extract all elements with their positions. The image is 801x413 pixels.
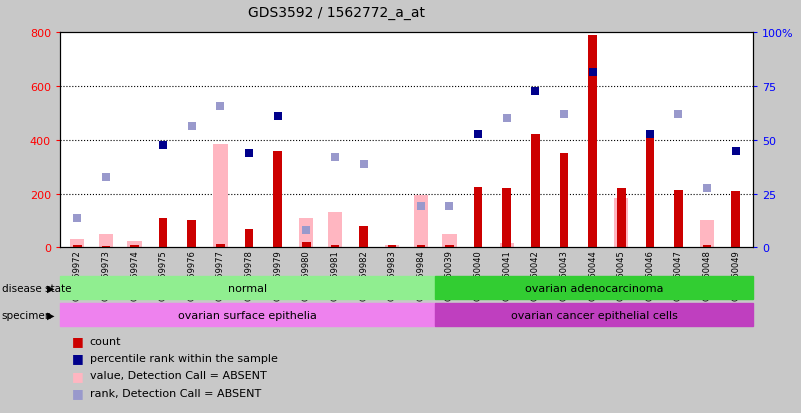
Bar [502, 189, 511, 248]
Bar [700, 221, 714, 248]
Bar [245, 229, 253, 248]
Text: normal: normal [228, 283, 268, 293]
Bar [436, 304, 753, 326]
Bar [60, 277, 436, 299]
Text: ovarian surface epithelia: ovarian surface epithelia [179, 310, 317, 320]
Bar [360, 226, 368, 248]
Text: ■: ■ [72, 351, 84, 365]
Bar [99, 234, 113, 248]
Bar [328, 213, 342, 248]
Bar [436, 277, 753, 299]
Text: specimen: specimen [2, 310, 52, 320]
Text: ▶: ▶ [47, 310, 54, 320]
Text: percentile rank within the sample: percentile rank within the sample [90, 353, 278, 363]
Text: ■: ■ [72, 334, 84, 347]
Bar [187, 221, 196, 248]
Bar [216, 244, 225, 248]
Bar [299, 218, 313, 248]
Bar [413, 195, 428, 248]
Bar [442, 234, 457, 248]
Bar [473, 188, 482, 248]
Bar [500, 243, 514, 248]
Bar [388, 245, 396, 248]
Bar [73, 245, 82, 248]
Text: value, Detection Call = ABSENT: value, Detection Call = ABSENT [90, 370, 267, 380]
Bar [560, 154, 568, 248]
Text: ovarian adenocarcinoma: ovarian adenocarcinoma [525, 283, 663, 293]
Bar [102, 247, 111, 248]
Bar [445, 245, 453, 248]
Bar [302, 242, 311, 248]
Text: count: count [90, 336, 121, 346]
Bar [531, 135, 540, 248]
Bar [614, 198, 629, 248]
Bar [646, 135, 654, 248]
Bar [70, 240, 84, 248]
Text: ▶: ▶ [47, 283, 54, 293]
Bar [417, 245, 425, 248]
Bar [588, 36, 597, 248]
Bar [60, 304, 436, 326]
Bar [131, 246, 139, 248]
Text: rank, Detection Call = ABSENT: rank, Detection Call = ABSENT [90, 388, 261, 398]
Bar [127, 242, 142, 248]
Text: GDS3592 / 1562772_a_at: GDS3592 / 1562772_a_at [248, 6, 425, 20]
Bar [159, 218, 167, 248]
Text: disease state: disease state [2, 283, 71, 293]
Text: ovarian cancer epithelial cells: ovarian cancer epithelial cells [511, 310, 678, 320]
Bar [331, 245, 340, 248]
Bar [674, 190, 682, 248]
Bar [213, 145, 227, 248]
Bar [731, 191, 740, 248]
Bar [617, 189, 626, 248]
Bar [702, 245, 711, 248]
Text: ■: ■ [72, 386, 84, 399]
Text: ■: ■ [72, 369, 84, 382]
Bar [273, 151, 282, 248]
Bar [385, 246, 400, 248]
